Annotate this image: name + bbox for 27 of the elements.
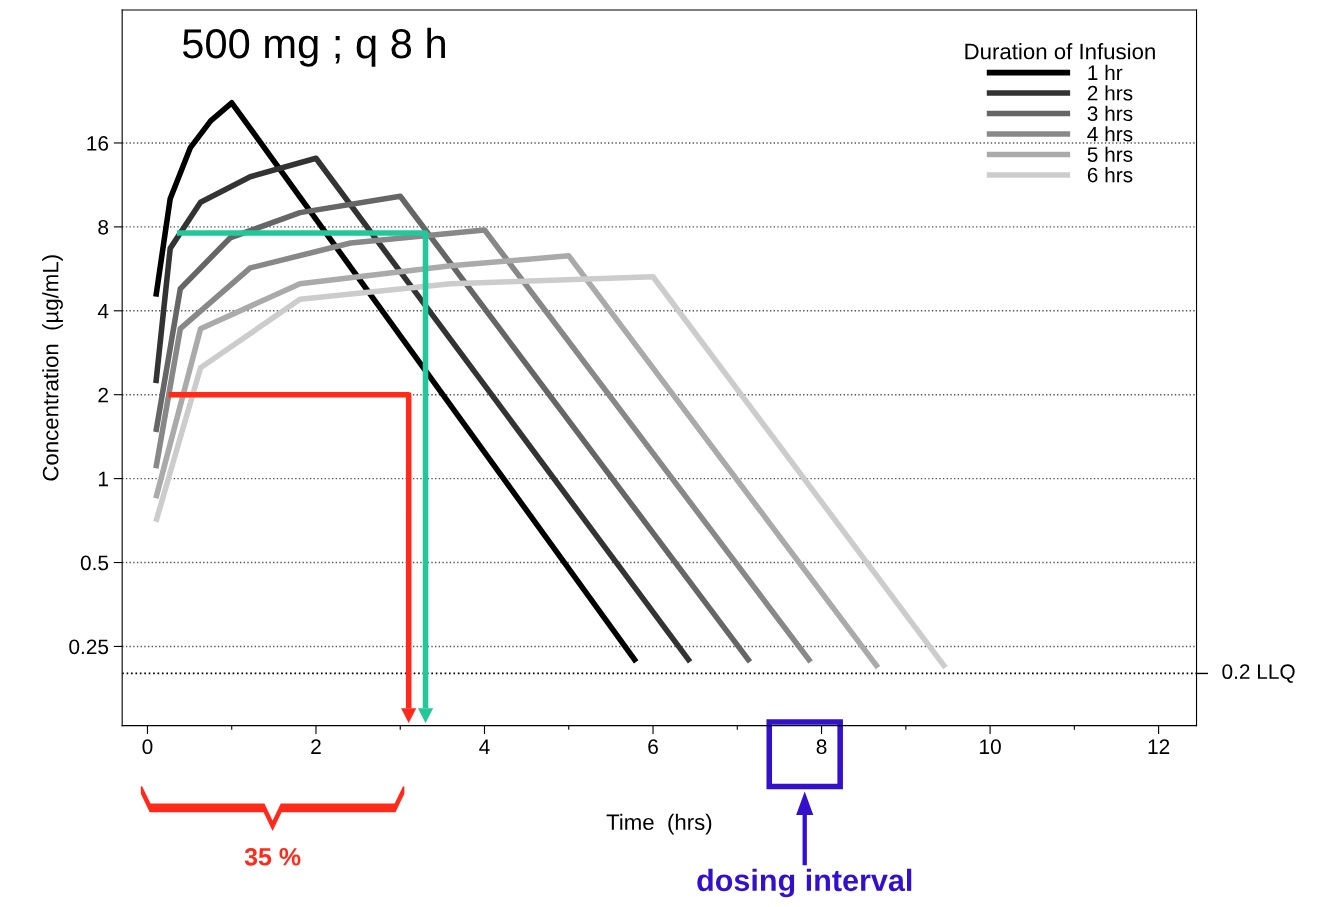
legend-label: 1 hr [1088, 64, 1123, 80]
ref-line-label: 0.2 LLQ [1222, 664, 1295, 683]
text: 35 % [244, 847, 301, 866]
legend-title: Duration of Infusion [965, 43, 1155, 60]
x-tick-label: 8 [816, 739, 827, 755]
x-tick-label: 0 [142, 739, 153, 755]
legend-label: 5 hrs [1087, 146, 1133, 162]
x-tick-label: 12 [1148, 739, 1170, 754]
legend-label: 6 hrs [1087, 167, 1133, 183]
y-tick-label: 0.25 [69, 639, 109, 655]
text: dosing interval [697, 868, 912, 898]
x-tick-label: 10 [980, 739, 1001, 755]
y-axis-title: Concentration (µg/mL) [42, 255, 63, 481]
y-tick-label: 8 [98, 219, 109, 235]
x-tick-label: 4 [479, 739, 490, 754]
x-tick-label: 2 [311, 739, 321, 754]
legend-label: 4 hrs [1087, 126, 1133, 142]
y-tick-label: 16 [87, 135, 109, 151]
legend-label: 2 hrs [1087, 85, 1133, 101]
y-tick-label: 4 [97, 304, 109, 319]
y-tick-label: 2 [98, 387, 108, 403]
legend-label: 3 hrs [1087, 105, 1133, 122]
x-tick-label: 6 [648, 739, 658, 755]
y-tick-label: 0.5 [80, 555, 109, 571]
chart-title: 500 mg ; q 8 h [182, 27, 445, 67]
y-tick-label: 1 [98, 471, 108, 487]
x-axis-title: Time (hrs) [606, 813, 712, 835]
